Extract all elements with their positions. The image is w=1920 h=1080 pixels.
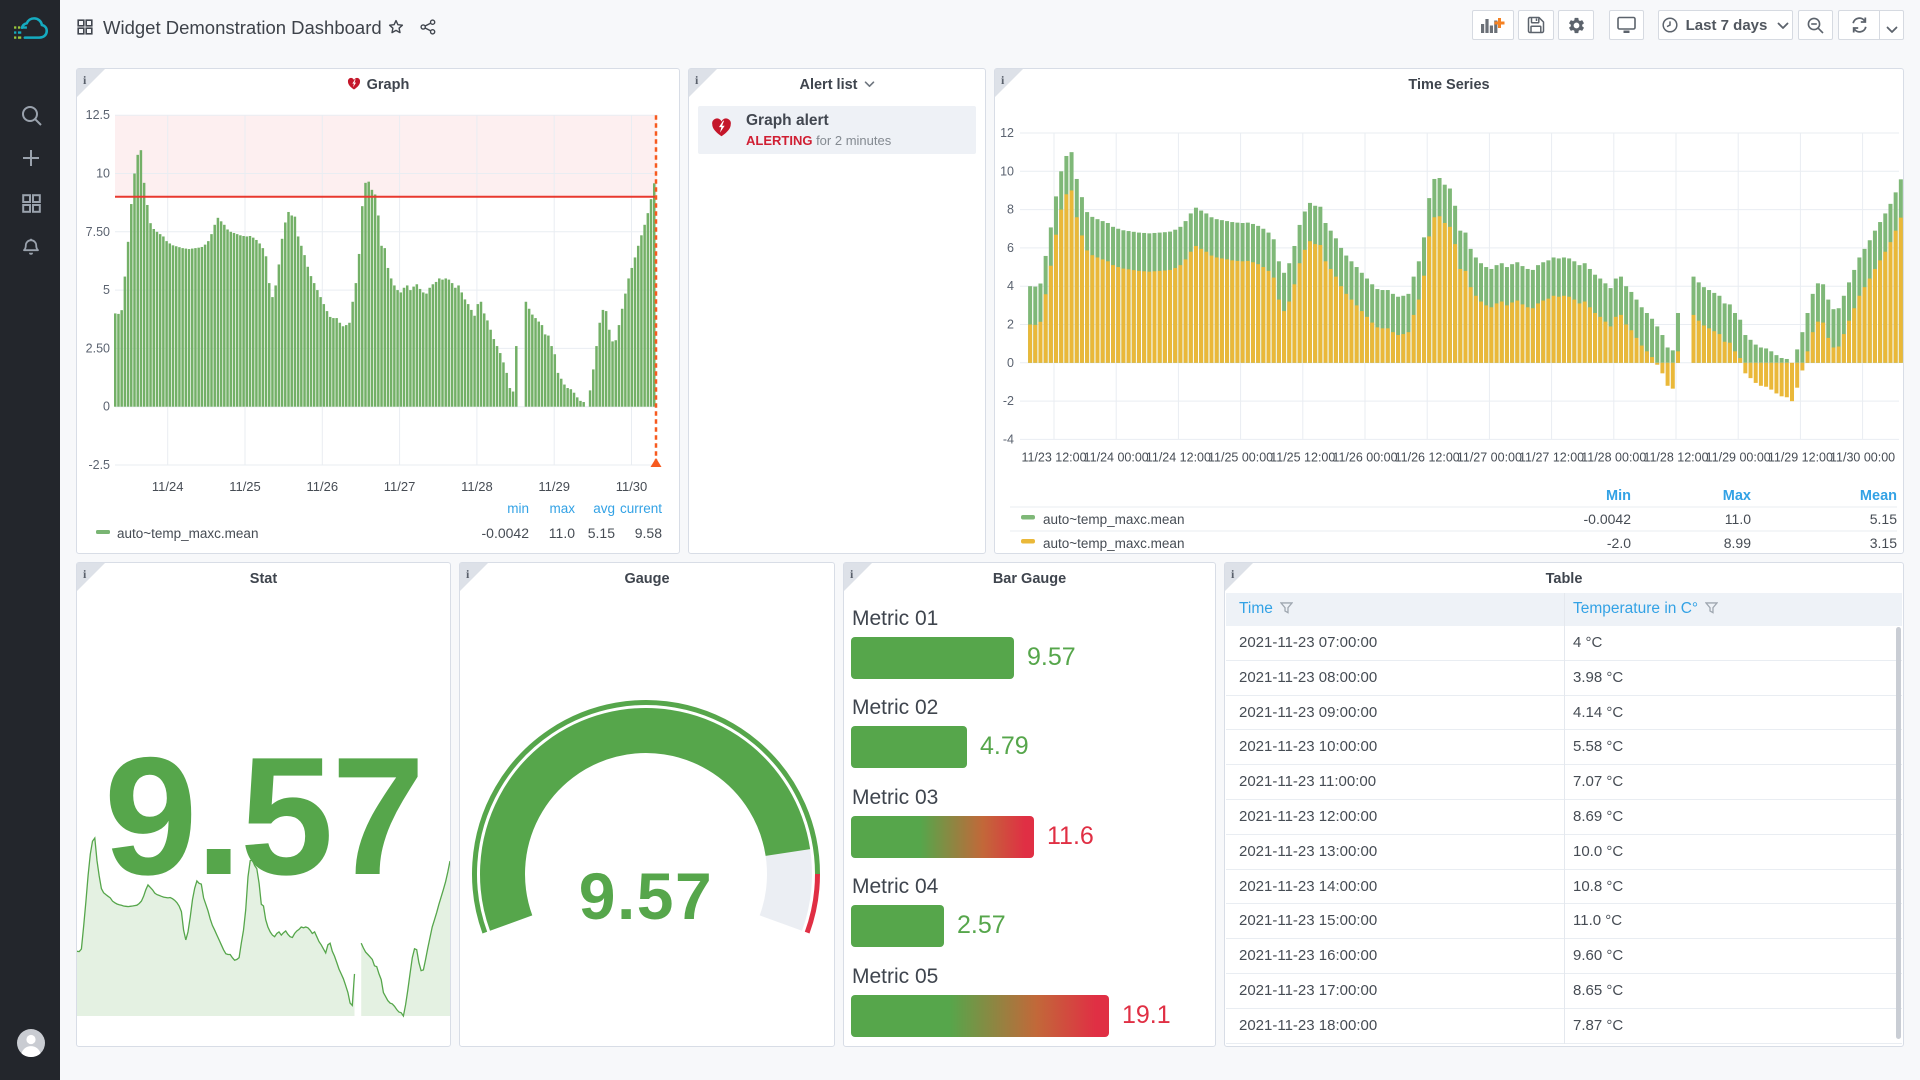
svg-text:11/27: 11/27	[384, 479, 416, 494]
svg-text:2.50: 2.50	[86, 341, 110, 355]
svg-text:-2.5: -2.5	[88, 458, 110, 472]
svg-text:0: 0	[1007, 356, 1014, 370]
svg-text:11/26 00:00: 11/26 00:00	[1332, 450, 1397, 464]
svg-text:11/24 12:00: 11/24 12:00	[1146, 450, 1211, 464]
svg-text:11/30 00:00: 11/30 00:00	[1830, 450, 1895, 464]
svg-text:11/27 00:00: 11/27 00:00	[1457, 450, 1522, 464]
svg-text:11/25 12:00: 11/25 12:00	[1270, 450, 1335, 464]
svg-text:9.58: 9.58	[635, 525, 662, 541]
svg-text:7.50: 7.50	[86, 225, 110, 239]
svg-text:-4: -4	[1003, 432, 1014, 446]
svg-text:10: 10	[1000, 164, 1014, 178]
svg-text:11/24 00:00: 11/24 00:00	[1084, 450, 1149, 464]
svg-text:-0.0042: -0.0042	[482, 525, 530, 541]
svg-text:current: current	[620, 501, 662, 516]
svg-text:6: 6	[1007, 241, 1014, 255]
svg-text:10: 10	[96, 167, 110, 181]
svg-text:11/25: 11/25	[229, 479, 261, 494]
svg-text:-2: -2	[1003, 394, 1014, 408]
svg-text:11/28 12:00: 11/28 12:00	[1643, 450, 1708, 464]
svg-text:2: 2	[1007, 318, 1014, 332]
svg-text:11/28: 11/28	[461, 479, 493, 494]
svg-text:11/26: 11/26	[307, 479, 339, 494]
svg-text:0: 0	[103, 400, 110, 414]
svg-text:11/27 12:00: 11/27 12:00	[1519, 450, 1584, 464]
svg-text:12.5: 12.5	[86, 108, 110, 122]
svg-text:9.57: 9.57	[579, 859, 713, 933]
svg-text:min: min	[507, 501, 529, 516]
svg-text:4: 4	[1007, 279, 1014, 293]
svg-text:5: 5	[103, 283, 110, 297]
svg-text:11/25 00:00: 11/25 00:00	[1208, 450, 1273, 464]
svg-text:Max: Max	[1723, 488, 1751, 504]
svg-text:11/24: 11/24	[152, 479, 184, 494]
svg-text:11/28 00:00: 11/28 00:00	[1581, 450, 1646, 464]
svg-text:auto~temp_maxc.mean: auto~temp_maxc.mean	[1043, 536, 1184, 551]
svg-text:11/29: 11/29	[538, 479, 570, 494]
svg-text:Mean: Mean	[1860, 488, 1897, 504]
svg-text:8: 8	[1007, 203, 1014, 217]
svg-text:avg: avg	[593, 501, 615, 516]
svg-text:11/30: 11/30	[616, 479, 648, 494]
svg-text:-0.0042: -0.0042	[1584, 511, 1632, 527]
svg-text:auto~temp_maxc.mean: auto~temp_maxc.mean	[1043, 512, 1184, 527]
svg-text:11/29 12:00: 11/29 12:00	[1768, 450, 1833, 464]
svg-text:11/29 00:00: 11/29 00:00	[1706, 450, 1771, 464]
svg-text:11/26 12:00: 11/26 12:00	[1395, 450, 1460, 464]
svg-text:max: max	[549, 501, 575, 516]
svg-text:auto~temp_maxc.mean: auto~temp_maxc.mean	[117, 526, 258, 541]
svg-text:11.0: 11.0	[549, 525, 575, 541]
svg-text:-2.0: -2.0	[1607, 535, 1631, 551]
svg-text:11/23 12:00: 11/23 12:00	[1021, 450, 1086, 464]
svg-text:Min: Min	[1606, 488, 1631, 504]
svg-text:5.15: 5.15	[1870, 511, 1897, 527]
svg-text:11.0: 11.0	[1725, 511, 1751, 527]
svg-text:8.99: 8.99	[1724, 535, 1751, 551]
svg-text:12: 12	[1000, 126, 1014, 140]
svg-text:5.15: 5.15	[588, 525, 615, 541]
svg-text:3.15: 3.15	[1870, 535, 1897, 551]
